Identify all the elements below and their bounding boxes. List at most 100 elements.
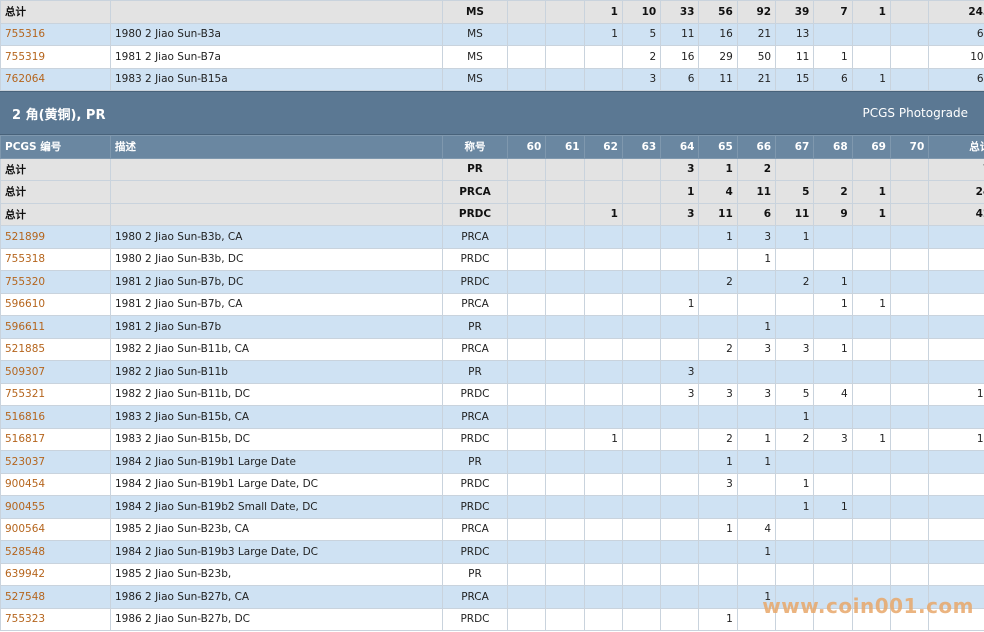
grade-count-cell [506, 22, 547, 46]
designation-cell: PR [442, 315, 508, 339]
designation-cell: PRCA [442, 292, 508, 316]
coin-description: 1983 2 Jiao Sun-B15b, CA [110, 405, 443, 429]
designation-cell: PRCA [442, 517, 508, 541]
grade-count-cell [813, 405, 853, 429]
grade-count-cell: 3 [813, 427, 853, 451]
grade-count-cell [813, 540, 853, 564]
pcgs-number-link[interactable]: 755316 [0, 22, 111, 46]
grade-count-cell [506, 405, 547, 429]
row-total-cell: 1 [928, 405, 984, 429]
coin-description: 1981 2 Jiao Sun-B7b [110, 315, 443, 339]
coin-row: 755321 1982 2 Jiao Sun-B11b, DC PRDC 3 3 3 5 4 1… [0, 382, 984, 406]
grade-count-cell [621, 337, 662, 361]
grade-count-cell [545, 315, 585, 339]
grade-count-cell [545, 0, 585, 24]
grade-count-cell: 2 [736, 157, 777, 181]
grade-count-cell [851, 607, 891, 631]
header-pcgs-id[interactable]: PCGS 编号 [0, 135, 111, 159]
grade-count-cell [583, 270, 623, 294]
grade-count-cell: 1 [736, 427, 777, 451]
grade-count-cell: 1 [698, 450, 738, 474]
grade-count-cell [545, 292, 585, 316]
grade-count-cell [775, 607, 815, 631]
grade-count-cell [698, 585, 738, 609]
grade-count-cell [621, 270, 662, 294]
top-population-table: 总计MS11033569239712437553161980 2 Jiao Su… [0, 0, 984, 91]
grade-count-cell [545, 495, 585, 519]
pcgs-number-link[interactable]: 755320 [0, 270, 111, 294]
grade-count-cell [775, 585, 815, 609]
total-row: 总计MS1103356923971243 [0, 0, 984, 24]
pcgs-number-link[interactable]: 521885 [0, 337, 111, 361]
grade-count-cell [583, 180, 623, 204]
pcgs-number-link[interactable]: 528548 [0, 540, 111, 564]
pcgs-number-link[interactable]: 516816 [0, 405, 111, 429]
grade-count-cell [813, 450, 853, 474]
photograde-link[interactable]: PCGS Photograde [862, 106, 968, 120]
grade-count-cell: 1 [698, 607, 738, 631]
grade-count-cell [545, 585, 585, 609]
pcgs-number-link[interactable]: 900564 [0, 517, 111, 541]
pcgs-number-link[interactable]: 755323 [0, 607, 111, 631]
header-description[interactable]: 描述 [110, 135, 443, 159]
pcgs-number-link[interactable]: 762064 [0, 67, 111, 91]
designation-cell: PR [442, 157, 508, 181]
grade-count-cell [506, 562, 547, 586]
coin-description [110, 180, 443, 204]
pcgs-number-link[interactable]: 527548 [0, 585, 111, 609]
grade-count-cell [545, 405, 585, 429]
grade-count-cell [583, 247, 623, 271]
header-designation[interactable]: 称号 [442, 135, 508, 159]
pcgs-number-link[interactable]: 521899 [0, 225, 111, 249]
grade-count-cell: 29 [698, 45, 738, 69]
grade-count-cell [506, 180, 547, 204]
pcgs-number-link[interactable]: 755319 [0, 45, 111, 69]
pcgs-number-link[interactable]: 523037 [0, 450, 111, 474]
grade-count-cell: 3 [736, 337, 777, 361]
grade-count-cell [889, 427, 930, 451]
grade-count-cell [583, 517, 623, 541]
grade-count-cell: 56 [698, 0, 738, 24]
grade-count-cell [736, 495, 777, 519]
grade-count-cell: 1 [775, 472, 815, 496]
grade-count-cell [506, 540, 547, 564]
grade-count-cell [889, 225, 930, 249]
grade-count-cell: 21 [736, 22, 777, 46]
pcgs-number-link[interactable]: 755318 [0, 247, 111, 271]
pcgs-number-link[interactable]: 596611 [0, 315, 111, 339]
grade-count-cell [736, 607, 777, 631]
grade-count-cell: 1 [736, 247, 777, 271]
grade-count-cell: 11 [698, 67, 738, 91]
row-total-cell: 42 [928, 202, 984, 226]
grade-count-cell [813, 315, 853, 339]
grade-count-cell [506, 360, 547, 384]
grade-count-cell [889, 562, 930, 586]
grade-count-cell [775, 360, 815, 384]
header-grade-63: 63 [621, 135, 662, 159]
grade-count-cell [736, 472, 777, 496]
grade-count-cell [506, 495, 547, 519]
grade-count-cell [583, 585, 623, 609]
row-total-cell: 7 [928, 157, 984, 181]
pcgs-number-link[interactable]: 516817 [0, 427, 111, 451]
pcgs-number-link[interactable]: 900454 [0, 472, 111, 496]
grade-count-cell [889, 157, 930, 181]
pcgs-number-link[interactable]: 755321 [0, 382, 111, 406]
grade-count-cell [506, 607, 547, 631]
row-total-cell: 9 [928, 337, 984, 361]
grade-count-cell [545, 45, 585, 69]
grade-count-cell [621, 495, 662, 519]
pcgs-number-link[interactable]: 900455 [0, 495, 111, 519]
pcgs-number-link[interactable]: 509307 [0, 360, 111, 384]
header-grade-66: 66 [736, 135, 777, 159]
pcgs-number-link[interactable]: 596610 [0, 292, 111, 316]
grade-count-cell: 1 [583, 22, 623, 46]
pcgs-number-link[interactable]: 639942 [0, 562, 111, 586]
grade-count-cell [889, 517, 930, 541]
grade-count-cell [545, 337, 585, 361]
grade-count-cell [506, 67, 547, 91]
grade-count-cell: 1 [583, 202, 623, 226]
coin-description: 1984 2 Jiao Sun-B19b3 Large Date, DC [110, 540, 443, 564]
grade-count-cell: 1 [775, 405, 815, 429]
